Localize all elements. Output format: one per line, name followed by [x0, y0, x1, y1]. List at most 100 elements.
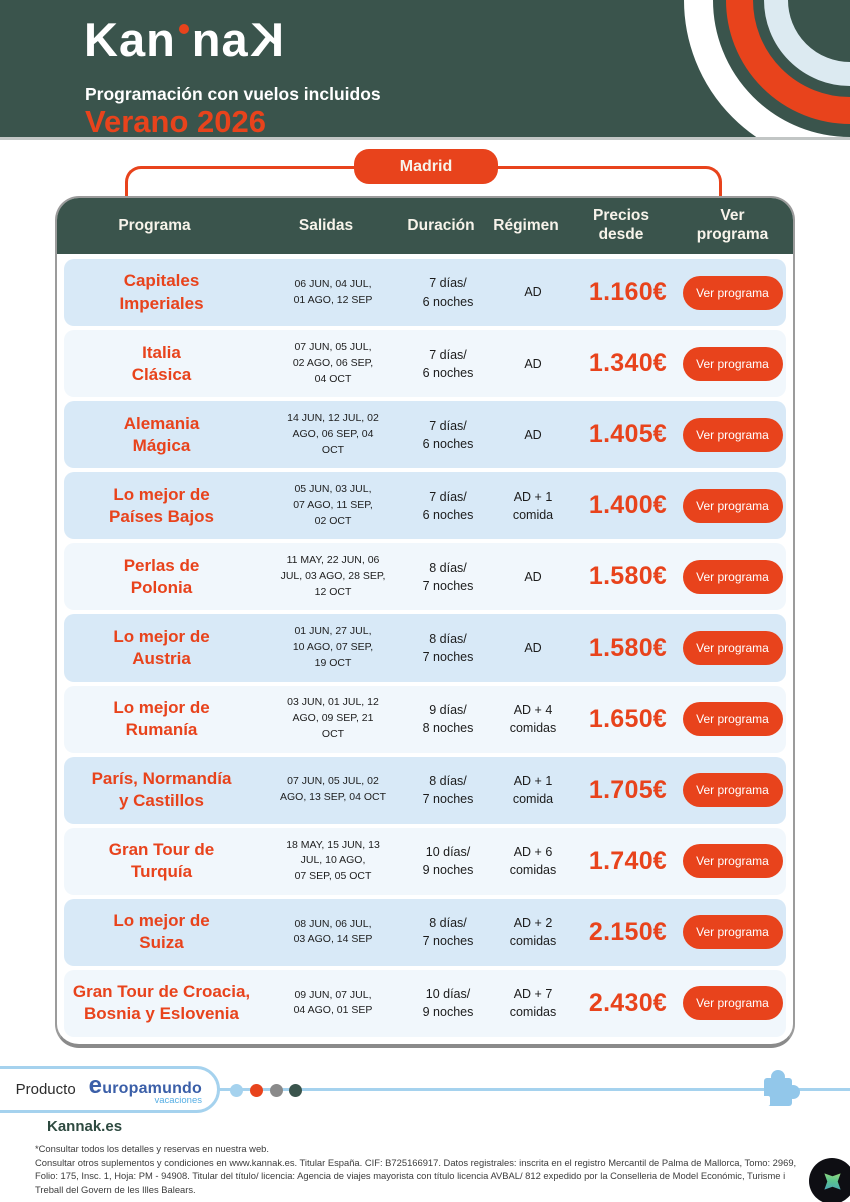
table-row: París, Normandía y Castillos 07 JUN, 05 … — [64, 756, 786, 824]
programs-table-card: Programa Salidas Duración Régimen Precio… — [55, 196, 795, 1048]
table-row: Gran Tour de Turquía 18 MAY, 15 JUN, 13 … — [64, 827, 786, 895]
duration: 7 días/ 6 noches — [422, 489, 474, 522]
table-row: Lo mejor de Austria 01 JUN, 27 JUL, 10 A… — [64, 614, 786, 682]
europamundo-tagline: vacaciones — [154, 1094, 202, 1106]
europamundo-name: europamundo — [88, 1071, 202, 1099]
column-header-duracion: Duración — [407, 216, 475, 234]
duration: 7 días/ 6 noches — [422, 276, 474, 309]
duration: 7 días/ 6 noches — [422, 418, 474, 451]
hero-subtitle: Programación con vuelos incluidos — [85, 84, 381, 104]
footer-divider-line — [218, 1088, 850, 1091]
price-from: 1.740€ — [588, 846, 668, 875]
table-header-row: Programa Salidas Duración Régimen Precio… — [57, 198, 793, 254]
kannak-logo: Kan naK — [84, 13, 284, 66]
duration: 7 días/ 6 noches — [422, 347, 474, 380]
app-logo-badge — [809, 1158, 850, 1202]
legal-text: *Consultar todos los detalles y reservas… — [35, 1142, 805, 1197]
ver-programa-button[interactable]: Ver programa — [682, 488, 783, 523]
ver-programa-button[interactable]: Ver programa — [682, 915, 783, 950]
ver-programa-button[interactable]: Ver programa — [682, 773, 783, 808]
table-body: Capitales Imperiales 06 JUN, 04 JUL, 01 … — [57, 254, 793, 1044]
meal-plan: AD + 4 comidas — [509, 702, 557, 736]
column-header-precios: Precios desde — [592, 207, 649, 243]
program-name: Lo mejor de Rumanía — [113, 698, 210, 740]
departure-dates: 01 JUN, 27 JUL, 10 AGO, 07 SEP, 19 OCT — [292, 625, 374, 669]
program-name: París, Normandía y Castillos — [91, 769, 232, 811]
star-icon — [816, 1165, 849, 1198]
footer-dot-gray — [270, 1083, 283, 1097]
table-row: Gran Tour de Croacia, Bosnia y Eslovenia… — [64, 969, 786, 1038]
badge-bracket-right — [496, 166, 722, 197]
meal-plan: AD — [524, 356, 542, 371]
price-from: 1.580€ — [588, 633, 668, 662]
ver-programa-button[interactable]: Ver programa — [682, 275, 783, 310]
season-title: Verano 2026 — [85, 104, 266, 139]
duration: 8 días/ 7 noches — [422, 916, 474, 949]
column-header-programa: Programa — [118, 216, 191, 234]
ver-programa-button[interactable]: Ver programa — [682, 631, 783, 666]
table-row: Lo mejor de Rumanía 03 JUN, 01 JUL, 12 A… — [64, 685, 786, 753]
table-row: Alemania Mágica 14 JUN, 12 JUL, 02 AGO, … — [64, 401, 786, 469]
hero-header: Kan naK Programación con vuelos incluidos… — [0, 0, 850, 140]
price-from: 2.430€ — [588, 988, 668, 1017]
footer-dot-green — [289, 1083, 302, 1097]
program-name: Lo mejor de Países Bajos — [109, 484, 214, 526]
badge-bracket-left — [125, 166, 357, 197]
departure-dates: 06 JUN, 04 JUL, 01 AGO, 12 SEP — [293, 277, 373, 306]
meal-plan: AD + 1 comida — [512, 489, 554, 522]
site-url: Kannak.es — [47, 1118, 123, 1135]
meal-plan: AD + 2 comidas — [509, 916, 557, 949]
column-header-regimen: Régimen — [493, 216, 559, 234]
ver-programa-button[interactable]: Ver programa — [682, 346, 783, 381]
duration: 8 días/ 7 noches — [422, 560, 474, 593]
column-header-ver-programa: Ver programa — [696, 207, 769, 243]
duration: 8 días/ 7 noches — [422, 631, 474, 665]
legal-registry: Consultar otros suplementos y condicione… — [35, 1156, 797, 1195]
departure-dates: 09 JUN, 07 JUL, 04 AGO, 01 SEP — [293, 988, 373, 1017]
ver-programa-button[interactable]: Ver programa — [682, 844, 783, 879]
departure-dates: 07 JUN, 05 JUL, 02 AGO, 06 SEP, 04 OCT — [292, 341, 374, 385]
ver-programa-button[interactable]: Ver programa — [682, 559, 783, 594]
program-name: Lo mejor de Austria — [113, 626, 210, 669]
price-from: 1.340€ — [588, 349, 668, 378]
program-name: Capitales Imperiales — [119, 271, 204, 313]
departure-dates: 18 MAY, 15 JUN, 13 JUL, 10 AGO, 07 SEP, … — [286, 838, 380, 883]
ver-programa-button[interactable]: Ver programa — [682, 986, 783, 1021]
meal-plan: AD + 7 comidas — [509, 987, 557, 1020]
departure-dates: 03 JUN, 01 JUL, 12 AGO, 09 SEP, 21 OCT — [287, 696, 379, 740]
program-name: Italia Clásica — [131, 342, 192, 384]
ver-programa-button[interactable]: Ver programa — [682, 417, 783, 452]
meal-plan: AD + 1 comida — [512, 774, 554, 807]
meal-plan: AD — [524, 285, 542, 300]
product-label: Producto — [15, 1081, 76, 1098]
program-name: Lo mejor de Suiza — [113, 911, 210, 953]
table-row: Perlas de Polonia 11 MAY, 22 JUN, 06 JUL… — [64, 543, 786, 611]
table-row: Lo mejor de Suiza 08 JUN, 06 JUL, 03 AGO… — [64, 898, 786, 966]
column-header-salidas: Salidas — [298, 216, 354, 234]
meal-plan: AD — [524, 640, 542, 655]
duration: 9 días/ 8 noches — [422, 702, 474, 736]
footer-dot-blue — [230, 1083, 243, 1097]
table-row: Capitales Imperiales 06 JUN, 04 JUL, 01 … — [64, 259, 786, 327]
departure-dates: 07 JUN, 05 JUL, 02 AGO, 13 SEP, 04 OCT — [279, 775, 387, 804]
table-row: Lo mejor de Países Bajos 05 JUN, 03 JUL,… — [64, 472, 786, 540]
departure-dates: 05 JUN, 03 JUL, 07 AGO, 11 SEP, 02 OCT — [293, 483, 373, 527]
logo-text-left: Kan — [84, 13, 176, 66]
program-name: Gran Tour de Turquía — [108, 840, 215, 882]
europamundo-logo: europamundo vacaciones — [89, 1074, 202, 1106]
price-from: 1.405€ — [588, 420, 668, 449]
ver-programa-button[interactable]: Ver programa — [682, 702, 783, 737]
meal-plan: AD — [524, 427, 542, 442]
meal-plan: AD — [524, 569, 542, 584]
program-name: Perlas de Polonia — [123, 555, 200, 597]
logo-text-right: K — [248, 13, 284, 66]
departure-dates: 08 JUN, 06 JUL, 03 AGO, 14 SEP — [293, 917, 373, 946]
duration: 8 días/ 7 noches — [422, 774, 474, 807]
legal-note: *Consultar todos los detalles y reservas… — [35, 1143, 269, 1154]
logo-text-mid: na — [191, 13, 249, 66]
table-row: Italia Clásica 07 JUN, 05 JUL, 02 AGO, 0… — [64, 330, 786, 398]
origin-city-badge: Madrid — [354, 149, 498, 184]
price-from: 2.150€ — [588, 917, 668, 946]
price-from: 1.705€ — [588, 775, 668, 804]
